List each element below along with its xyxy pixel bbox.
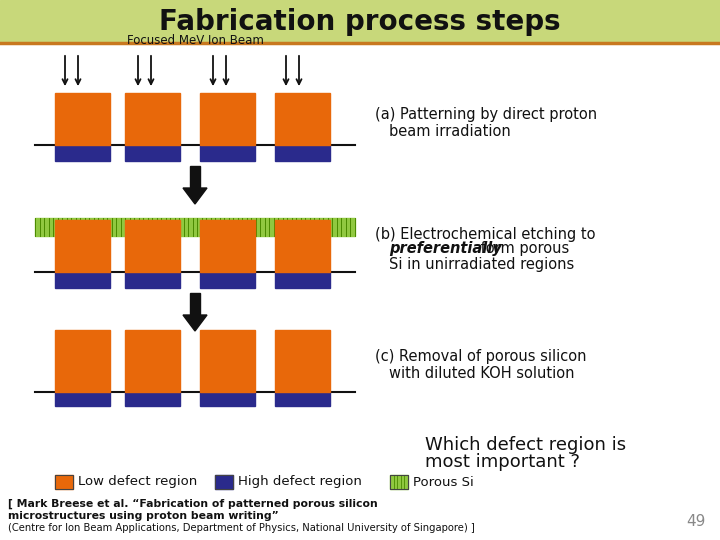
Bar <box>125 272 180 288</box>
Bar <box>55 475 73 489</box>
Bar <box>125 392 180 406</box>
Text: with diluted KOH solution: with diluted KOH solution <box>389 366 575 381</box>
Text: (Centre for Ion Beam Applications, Department of Physics, National University of: (Centre for Ion Beam Applications, Depar… <box>8 523 474 533</box>
Text: beam irradiation: beam irradiation <box>389 124 510 138</box>
Bar <box>275 93 330 145</box>
Text: (c) Removal of porous silicon: (c) Removal of porous silicon <box>375 348 587 363</box>
Bar <box>200 392 255 406</box>
Bar <box>55 475 73 489</box>
Text: Fabrication process steps: Fabrication process steps <box>159 8 561 36</box>
Text: preferentially: preferentially <box>389 241 502 256</box>
Bar <box>275 392 330 406</box>
Text: 49: 49 <box>687 515 706 530</box>
Bar <box>55 220 110 272</box>
Text: (b) Electrochemical etching to: (b) Electrochemical etching to <box>375 226 595 241</box>
Text: Low defect region: Low defect region <box>78 476 197 489</box>
Bar <box>390 475 408 489</box>
Bar <box>125 93 180 145</box>
Bar <box>0 0 720 43</box>
Bar <box>200 220 255 272</box>
Bar <box>55 145 110 161</box>
Bar <box>275 220 330 272</box>
Text: High defect region: High defect region <box>238 476 362 489</box>
Text: Si in unirradiated regions: Si in unirradiated regions <box>389 256 575 272</box>
Bar <box>200 145 255 161</box>
Bar <box>55 272 110 288</box>
Bar <box>55 330 110 392</box>
Text: form porous: form porous <box>476 241 570 256</box>
Polygon shape <box>183 188 207 204</box>
Bar <box>275 145 330 161</box>
Bar <box>200 93 255 145</box>
Polygon shape <box>183 315 207 331</box>
Bar <box>215 475 233 489</box>
Bar <box>275 330 330 392</box>
Bar <box>190 293 200 315</box>
Bar <box>35 218 355 236</box>
Bar <box>125 145 180 161</box>
Text: microstructures using proton beam writing”: microstructures using proton beam writin… <box>8 511 279 521</box>
Bar <box>215 475 233 489</box>
Bar <box>125 220 180 272</box>
Text: [ Mark Breese et al. “Fabrication of patterned porous silicon: [ Mark Breese et al. “Fabrication of pat… <box>8 499 378 509</box>
Bar <box>190 166 200 188</box>
Text: Which defect region is: Which defect region is <box>425 436 626 454</box>
Bar <box>125 330 180 392</box>
Text: Focused MeV Ion Beam: Focused MeV Ion Beam <box>127 34 264 47</box>
Text: Porous Si: Porous Si <box>413 476 474 489</box>
Bar <box>55 392 110 406</box>
Bar <box>390 475 408 489</box>
Text: (a) Patterning by direct proton: (a) Patterning by direct proton <box>375 106 597 122</box>
Bar <box>200 330 255 392</box>
Bar <box>275 272 330 288</box>
Bar <box>55 93 110 145</box>
Bar <box>200 272 255 288</box>
Text: most important ?: most important ? <box>425 453 580 471</box>
